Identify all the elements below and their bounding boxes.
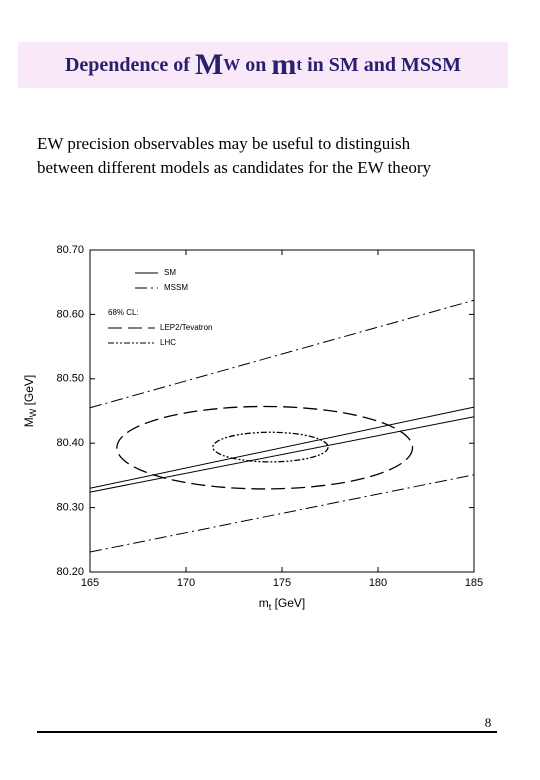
title-sub: W [223, 55, 241, 74]
band-edge [89, 416, 475, 493]
band-edge [89, 299, 475, 409]
legend-title: 68% CL: [108, 308, 139, 317]
x-tick-label: 170 [177, 577, 195, 589]
axis-label-part: W [28, 408, 38, 417]
ellipse [116, 405, 414, 490]
plot-frame [89, 249, 475, 573]
title-text: M [194, 48, 224, 81]
band-edge [89, 474, 475, 553]
y-tick-label: 80.30 [56, 502, 84, 514]
axis-label-part: [GeV] [271, 596, 305, 610]
y-tick-label: 80.40 [56, 437, 84, 449]
x-tick-label: 180 [369, 577, 387, 589]
text-line: between different models as candidates f… [37, 158, 432, 177]
title-text: in SM and MSSM [302, 53, 462, 76]
legend-label: LHC [160, 338, 176, 347]
axis-label-part: [GeV] [22, 375, 36, 409]
axis-label-part: t [269, 602, 272, 612]
title-text: Dependence of [64, 53, 195, 76]
title-text: m [271, 48, 297, 81]
x-tick-label: 175 [273, 577, 291, 589]
x-tick-label: 165 [81, 577, 99, 589]
page-number: 8 [485, 715, 492, 730]
y-tick-label: 80.60 [56, 308, 84, 320]
y-tick-label: 80.70 [56, 244, 84, 256]
title-sub: t [296, 55, 303, 74]
ellipse [212, 431, 329, 463]
band-edge [89, 406, 475, 489]
axis-label-part: m [259, 596, 269, 610]
x-tick-label: 185 [465, 577, 483, 589]
axis-label-part: M [22, 417, 36, 427]
text-line: EW precision observables may be useful t… [37, 134, 411, 153]
y-axis-label: MW [GeV] [22, 375, 38, 428]
x-axis-label: mt [GeV] [259, 596, 306, 612]
legend-label: MSSM [164, 283, 188, 292]
body-text: EW precision observables may be useful t… [37, 132, 431, 180]
y-tick-label: 80.50 [56, 373, 84, 385]
legend-label: LEP2/Tevatron [160, 323, 212, 332]
legend-label: SM [164, 268, 176, 277]
title-text: on [240, 53, 272, 76]
y-tick-label: 80.20 [56, 566, 84, 578]
